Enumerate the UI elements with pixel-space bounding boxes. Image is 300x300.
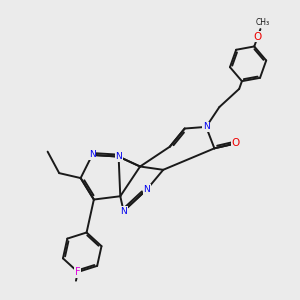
Text: CH₃: CH₃: [256, 18, 270, 27]
Text: O: O: [232, 138, 240, 148]
Text: F: F: [75, 267, 81, 277]
Text: N: N: [203, 122, 209, 131]
Text: N: N: [120, 207, 127, 216]
Text: O: O: [254, 32, 262, 42]
Text: N: N: [143, 185, 150, 194]
Text: N: N: [115, 152, 122, 161]
Text: N: N: [89, 151, 96, 160]
